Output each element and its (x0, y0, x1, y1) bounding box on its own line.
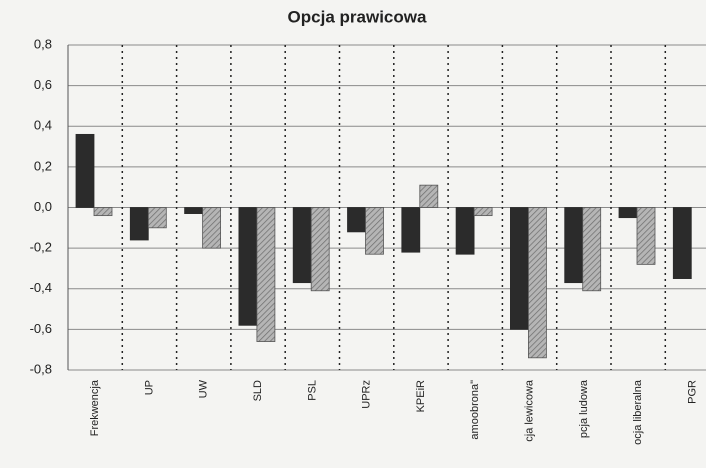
x-tick-label: UPRz (361, 380, 373, 409)
bar (75, 133, 95, 208)
y-tick-label: 0,8 (34, 36, 52, 51)
bar (256, 207, 276, 342)
bar (202, 207, 222, 249)
bar (455, 207, 475, 255)
y-tick-label: 0,0 (34, 199, 52, 214)
bar (582, 207, 602, 292)
x-tick-label: UW (198, 379, 210, 398)
bar (184, 207, 204, 214)
x-tick-label: cja lewicowa (523, 379, 535, 442)
y-tick-label: -0,6 (30, 321, 52, 336)
x-tick-label: ocja liberalna (632, 379, 644, 445)
bar (93, 207, 113, 217)
bar (147, 207, 167, 229)
y-tick-label: -0,2 (30, 240, 52, 255)
bar (238, 207, 258, 326)
bar (564, 207, 584, 284)
bar (636, 207, 656, 265)
x-tick-label: Frekwencja (89, 379, 101, 436)
y-tick-label: 0,6 (34, 77, 52, 92)
bar (310, 207, 330, 292)
x-tick-label: PSL (306, 380, 318, 401)
bar (672, 207, 692, 279)
bar (528, 207, 547, 359)
x-tick-label: pcja ludowa (578, 379, 590, 438)
bar (129, 207, 149, 241)
x-tick-label: SLD (252, 380, 264, 401)
bar (618, 207, 638, 219)
bar (365, 207, 384, 255)
bar (473, 207, 493, 217)
bar (401, 207, 421, 253)
x-tick-label: KPEiR (415, 380, 427, 412)
y-tick-label: 0,4 (34, 118, 52, 133)
y-tick-label: -0,8 (30, 361, 52, 376)
y-tick-label: -0,4 (30, 280, 52, 295)
x-tick-label: amoobrona" (469, 380, 481, 440)
bar (509, 207, 529, 330)
x-tick-label: PGR (686, 380, 698, 404)
y-tick-label: 0,2 (34, 158, 52, 173)
chart-title: Opcja prawicowa (288, 7, 427, 26)
bar (419, 184, 439, 208)
bar (292, 207, 312, 284)
bar (347, 207, 366, 233)
x-tick-label: UP (143, 380, 155, 395)
